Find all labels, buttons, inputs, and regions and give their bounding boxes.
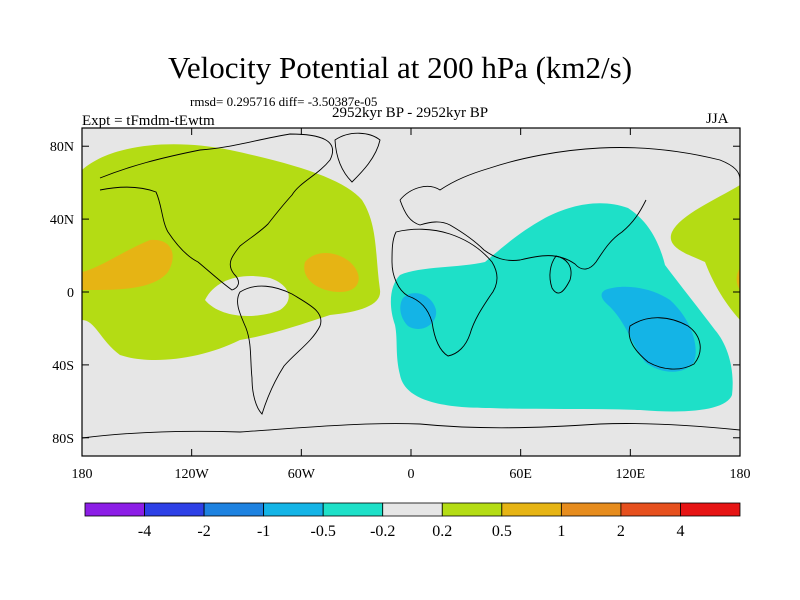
colorbar-swatch [680, 502, 741, 517]
colorbar-swatch [203, 502, 265, 517]
colorbar-swatch [441, 502, 503, 517]
coast-south-america [237, 285, 322, 415]
coastlines [82, 132, 740, 439]
colorbar-swatch [560, 502, 622, 517]
positive-region-americas [82, 144, 381, 360]
colorbar-label: 0.2 [432, 523, 452, 540]
x-axis: 180 120W 60W 0 60E 120E 180 [72, 128, 751, 482]
positive-core-atlantic [304, 253, 359, 292]
coast-australia [628, 317, 701, 370]
figure-title: Velocity Potential at 200 hPa (km2/s) [167, 50, 633, 85]
season-label: JJA [706, 111, 729, 127]
colorbar-label: 4 [676, 523, 684, 540]
x-tick-label: 120W [175, 467, 210, 482]
negative-core-africa [400, 293, 437, 329]
x-tick-label: 60E [509, 467, 532, 482]
coast-greenland [334, 132, 381, 183]
colorbar-swatch [322, 502, 384, 517]
colorbar-label: -2 [197, 523, 210, 540]
y-tick-label: 80S [52, 432, 74, 447]
colorbar-label: -0.5 [311, 523, 336, 540]
x-tick-label: 180 [730, 467, 751, 482]
colorbar-label: -1 [257, 523, 270, 540]
colorbar-label: 1 [557, 523, 565, 540]
colorbar-label: -0.2 [370, 523, 395, 540]
experiment-label: Expt = tFmdm-tEwtm [82, 113, 215, 129]
colorbar-swatch [263, 502, 324, 517]
x-tick-label: 0 [408, 467, 415, 482]
y-tick-label: 40S [52, 359, 74, 374]
coast-antarctica [82, 423, 740, 439]
positive-core-pacific [82, 239, 173, 290]
coast-africa [391, 228, 498, 357]
x-tick-label: 120E [616, 467, 646, 482]
period-label: 2952kyr BP - 2952kyr BP [331, 105, 489, 121]
y-axis: 80N 40N 0 40S 80S [50, 140, 740, 447]
colorbar-swatch [84, 502, 145, 517]
colorbar-swatch [620, 502, 681, 517]
colorbar-label: 2 [617, 523, 625, 540]
map-plot-area [82, 128, 740, 456]
colorbar-label: -4 [138, 523, 151, 540]
positive-core-east-edge [736, 268, 740, 290]
coast-north-america [99, 133, 333, 291]
colorbar-swatch [382, 502, 443, 517]
y-tick-label: 80N [50, 140, 74, 155]
coast-india [549, 255, 572, 294]
colorbar: -4 -2 -1 -0.5 -0.2 0.2 0.5 1 2 4 [84, 502, 741, 540]
stats-line: rmsd= 0.295716 diff= -3.50387e-05 [190, 94, 378, 109]
colorbar-swatch [501, 502, 562, 517]
colorbar-swatch [144, 502, 205, 517]
negative-core-maritime [601, 286, 696, 372]
colorbar-label: 0.5 [492, 523, 512, 540]
x-tick-label: 180 [72, 467, 93, 482]
coast-europe-asia [399, 147, 740, 270]
positive-region-east-edge [670, 185, 740, 320]
y-tick-label: 40N [50, 213, 74, 228]
y-tick-label: 0 [67, 286, 74, 301]
x-tick-label: 60W [288, 467, 316, 482]
